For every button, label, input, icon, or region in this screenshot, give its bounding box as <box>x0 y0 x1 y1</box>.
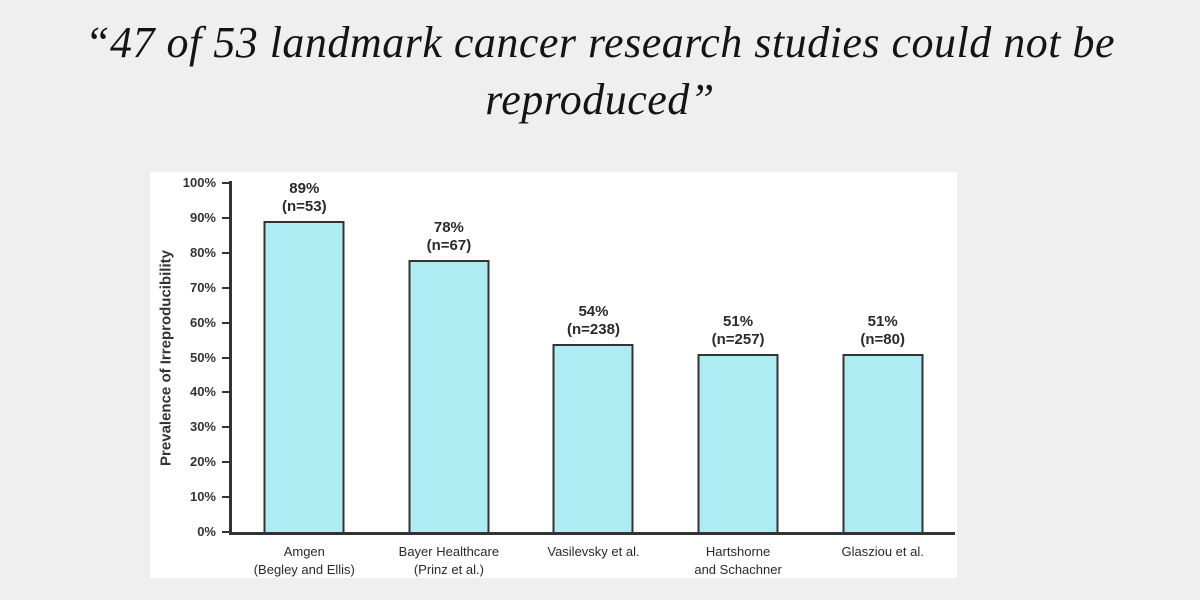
y-tick-mark <box>222 461 229 464</box>
y-tick-label: 60% <box>189 314 216 330</box>
bar <box>263 221 345 532</box>
x-axis-line <box>229 532 955 535</box>
y-tick-label: 50% <box>189 349 216 365</box>
x-axis-label-line: (Prinz et al.) <box>413 562 484 577</box>
x-axis-label-line: Glasziou et al. <box>841 544 924 559</box>
chart-panel: Prevalence of Irreproducibility 89% (n=53… <box>150 172 957 578</box>
x-axis-label-line: Amgen <box>283 544 325 559</box>
y-tick-label: 30% <box>189 419 216 435</box>
y-tick-mark <box>222 356 229 359</box>
bar-value-label: 89% (n=53) <box>282 180 327 216</box>
x-axis-label-line: (Begley and Ellis) <box>253 562 355 577</box>
page-title: “47 of 53 landmark cancer research studi… <box>0 14 1200 128</box>
x-axis-label: Bayer Healthcare (Prinz et al.) <box>377 541 522 579</box>
y-tick-label: 100% <box>182 175 216 190</box>
bar <box>697 354 779 532</box>
bar-value-label-line: (n=53) <box>281 198 327 216</box>
bar-value-label-line: (n=238) <box>567 320 620 338</box>
y-tick-label: 40% <box>189 384 216 400</box>
y-tick-mark <box>222 391 229 394</box>
bar-slot: 78% (n=67) <box>377 183 522 532</box>
bar-value-label-line: 54% <box>578 302 609 320</box>
bar-value-label-line: 51% <box>723 313 754 331</box>
y-tick-mark <box>222 182 229 184</box>
y-tick-mark <box>222 321 229 324</box>
x-axis-label-line: Hartshorne <box>705 544 771 559</box>
y-tick-mark <box>222 531 229 533</box>
bar-value-label-line: 51% <box>867 313 898 331</box>
bars: 89% (n=53) 78% (n=67) 54% (n=238) 51% (n=257) 51… <box>232 180 955 532</box>
x-axis-label-line: Vasilevsky et al. <box>547 544 640 559</box>
x-axis-label: Amgen (Begley and Ellis) <box>232 541 377 579</box>
bar-value-label-line: (n=80) <box>860 331 905 349</box>
bar <box>842 354 924 532</box>
plot-area: 89% (n=53) 78% (n=67) 54% (n=238) 51% (n=257) 51… <box>183 175 955 539</box>
y-tick-label: 20% <box>189 454 216 470</box>
bar-value-label: 54% (n=238) <box>567 303 620 339</box>
x-axis-label-line: and Schachner <box>694 562 782 577</box>
bar-slot: 51% (n=257) <box>666 183 811 532</box>
x-axis-label: Vasilevsky et al. <box>521 541 666 579</box>
bar-slot: 89% (n=53) <box>232 180 377 532</box>
bar-value-label: 51% (n=257) <box>712 313 765 349</box>
y-tick-mark <box>222 216 229 219</box>
y-tick-label: 70% <box>189 279 216 295</box>
x-axis-label-line: Bayer Healthcare <box>398 544 500 559</box>
bar-slot: 54% (n=238) <box>521 183 666 532</box>
bar-slot: 51% (n=80) <box>810 183 955 532</box>
page-title-line-1: “47 of 53 landmark cancer research studi… <box>85 18 1115 67</box>
x-axis-label: Glasziou et al. <box>810 541 955 579</box>
bar <box>408 259 490 532</box>
y-tick-mark <box>222 426 229 429</box>
y-tick-mark <box>222 496 229 499</box>
bar <box>552 343 634 532</box>
page-title-line-2: reproduced” <box>485 75 715 124</box>
y-tick-mark <box>222 286 229 289</box>
y-tick-mark <box>222 251 229 254</box>
bar-value-label-line: (n=67) <box>426 236 472 254</box>
y-tick-label: 90% <box>189 209 216 225</box>
bar-value-label-line: (n=257) <box>711 331 765 349</box>
bar-value-label-line: 78% <box>433 218 464 236</box>
y-tick-label: 10% <box>189 489 216 505</box>
y-tick-label: 80% <box>189 244 216 260</box>
bar-value-label: 78% (n=67) <box>427 219 472 255</box>
x-axis-labels: Amgen (Begley and Ellis) Bayer Healthcare (… <box>232 541 955 579</box>
bar-value-label-line: 89% <box>289 180 320 198</box>
y-tick-label: 0% <box>197 524 216 539</box>
bar-value-label: 51% (n=80) <box>860 313 905 349</box>
x-axis-label: Hartshorne and Schachner <box>666 541 811 579</box>
y-axis-line <box>229 181 232 535</box>
